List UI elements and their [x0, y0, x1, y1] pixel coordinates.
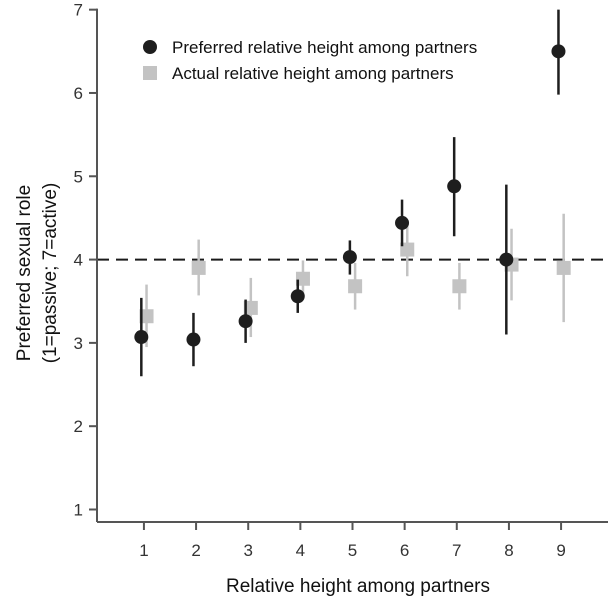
y-tick-label: 3 [74, 334, 83, 353]
data-point [395, 215, 410, 230]
y-tick-label: 6 [74, 84, 83, 103]
data-point [452, 279, 467, 294]
data-point [447, 179, 462, 194]
ticks: 1 2 3 4 5 6 7 1 2 3 4 5 6 7 8 9 [74, 1, 566, 560]
x-axis-title: Relative height among partners [226, 576, 490, 597]
x-tick-label: 7 [452, 541, 461, 560]
x-tick-label: 3 [243, 541, 252, 560]
legend: Preferred relative height among partners… [143, 38, 477, 83]
legend-label: Actual relative height among partners [172, 64, 454, 83]
legend-item: Actual relative height among partners [143, 64, 454, 83]
series [134, 9, 571, 377]
data-point [243, 300, 258, 315]
series-preferred [134, 9, 566, 377]
data-point [348, 279, 363, 294]
data-point [551, 44, 566, 59]
y-tick-label: 5 [74, 167, 83, 186]
data-point [290, 289, 305, 304]
y-tick-label: 7 [74, 1, 83, 20]
x-tick-label: 8 [504, 541, 513, 560]
legend-marker [143, 66, 157, 80]
y-tick-label: 1 [74, 501, 83, 520]
y-tick-label: 4 [74, 251, 83, 270]
legend-marker [143, 40, 157, 54]
y-axis-title-line-2: (1=passive; 7=active) [40, 183, 61, 364]
data-point [191, 260, 206, 275]
axes [96, 8, 608, 523]
x-tick-label: 9 [556, 541, 565, 560]
data-point [342, 250, 357, 265]
x-tick-label: 2 [191, 541, 200, 560]
x-tick-label: 1 [139, 541, 148, 560]
x-tick-label: 6 [400, 541, 409, 560]
data-point [499, 252, 514, 267]
data-point [400, 242, 415, 257]
x-tick-label: 4 [296, 541, 305, 560]
data-point [238, 314, 253, 329]
data-point [134, 330, 149, 345]
legend-label: Preferred relative height among partners [172, 38, 477, 57]
series-actual [139, 213, 571, 348]
y-axis-title-line-1: Preferred sexual role [14, 185, 35, 361]
data-point [295, 271, 310, 286]
x-tick-label: 5 [348, 541, 357, 560]
y-tick-label: 2 [74, 417, 83, 436]
data-point [556, 260, 571, 275]
legend-item: Preferred relative height among partners [143, 38, 477, 57]
data-point [139, 309, 154, 324]
data-point [186, 332, 201, 347]
